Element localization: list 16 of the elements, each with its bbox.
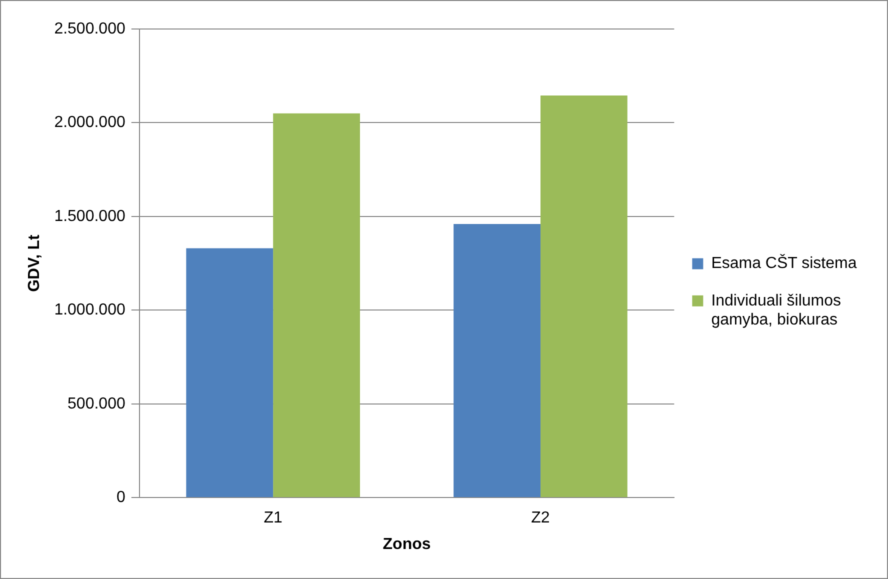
bar [540, 96, 628, 498]
bar [454, 224, 540, 498]
bar [273, 113, 360, 498]
bar [186, 248, 274, 498]
y-axis-title: GDV, Lt [26, 234, 44, 292]
legend-label: Esama CŠT sistema [711, 254, 857, 272]
y-tick-label: 500.000 [68, 395, 126, 412]
legend-label: Individuali šilumos gamyba, biokuras [711, 292, 842, 329]
y-tick-label: 1.000.000 [54, 302, 126, 319]
y-tick-label: 2.000.000 [54, 114, 126, 132]
x-tick-label: Z1 [264, 510, 283, 527]
x-tick-label: Z2 [531, 510, 550, 527]
y-tick-label: 2.500.000 [54, 20, 126, 38]
y-tick-label: 0 [116, 489, 126, 506]
y-tick-label: 1.500.000 [54, 208, 126, 225]
x-axis-title: Zonos [382, 536, 431, 553]
